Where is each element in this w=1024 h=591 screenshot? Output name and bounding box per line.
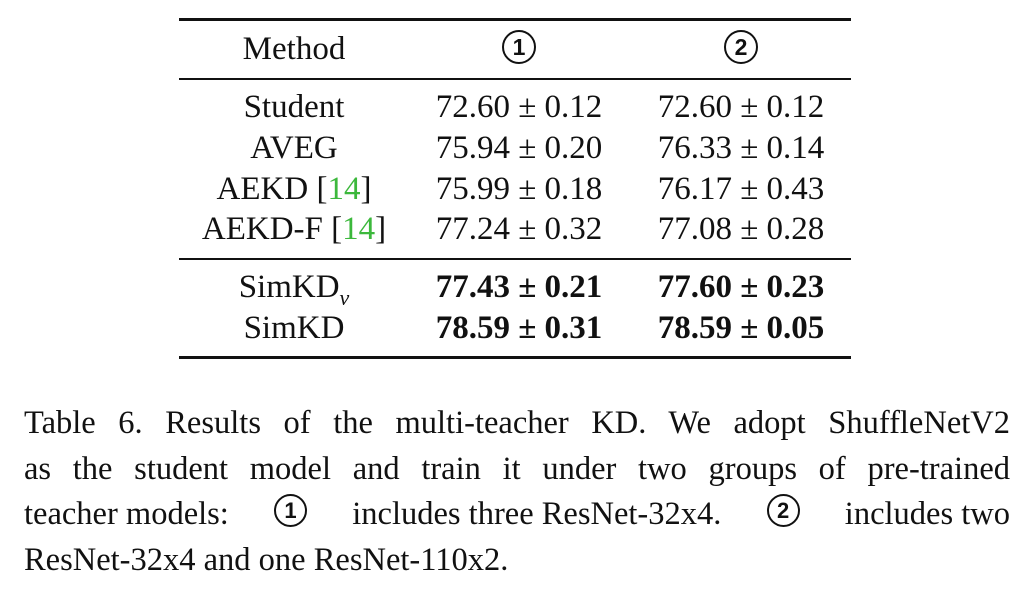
table-header-rule — [179, 78, 851, 80]
row-value-group-2: 77.08 ± 0.28 — [657, 211, 825, 247]
caption-text: includes three ResNet-32x4. — [352, 496, 722, 532]
citation-bracket: ] — [360, 171, 372, 207]
row-method: AEKD [ — [216, 171, 328, 207]
row-method-cell: AEKD [14] — [217, 169, 372, 209]
row-method: SimKD — [243, 310, 345, 346]
header-group-1-marker: 1 — [502, 30, 536, 64]
row-value-group-1: 77.43 ± 0.21 — [435, 269, 603, 305]
group-1-marker: 1 — [274, 494, 308, 528]
row-value-group-1: 78.59 ± 0.31 — [435, 310, 603, 346]
method-subscript: v — [339, 285, 350, 310]
group-2-marker: 2 — [766, 494, 800, 528]
row-value-group-1: 77.24 ± 0.32 — [435, 211, 603, 247]
row-value-group-2: 78.59 ± 0.05 — [657, 310, 825, 346]
table-section-rule — [179, 258, 851, 260]
row-method-cell: SimKDv — [239, 267, 350, 310]
caption-line: teacher models: 1 includes three ResNet-… — [24, 492, 1010, 538]
header-method: Method — [242, 31, 346, 67]
row-value-group-2: 77.60 ± 0.23 — [657, 269, 825, 305]
row-method: Student — [243, 89, 345, 125]
citation-link[interactable]: 14 — [327, 171, 361, 207]
table-top-rule — [179, 18, 851, 21]
citation-bracket: ] — [375, 211, 387, 247]
citation-link[interactable]: 14 — [342, 211, 376, 247]
table-caption: Table 6. Results of the multi-teacher KD… — [24, 401, 1010, 583]
row-method: AEKD-F [ — [201, 211, 343, 247]
row-value-group-1: 75.94 ± 0.20 — [435, 130, 603, 166]
row-value-group-2: 72.60 ± 0.12 — [657, 89, 825, 125]
row-value-group-1: 72.60 ± 0.12 — [435, 89, 603, 125]
row-method: AVEG — [250, 130, 338, 166]
header-group-2-marker: 2 — [724, 30, 758, 64]
caption-line: ResNet-32x4 and one ResNet-110x2. — [24, 541, 509, 578]
table-bottom-rule — [179, 356, 851, 359]
caption-line: Table 6. Results of the multi-teacher KD… — [24, 405, 1010, 441]
row-value-group-1: 75.99 ± 0.18 — [435, 171, 603, 207]
caption-line: as the student model and train it under … — [24, 450, 1010, 487]
row-value-group-2: 76.33 ± 0.14 — [657, 130, 825, 166]
row-method-cell: AEKD-F [14] — [202, 209, 386, 249]
caption-text: teacher models: — [24, 496, 229, 532]
caption-text: includes two — [844, 496, 1010, 532]
row-value-group-2: 76.17 ± 0.43 — [657, 171, 825, 207]
row-method: SimKD — [238, 269, 340, 305]
